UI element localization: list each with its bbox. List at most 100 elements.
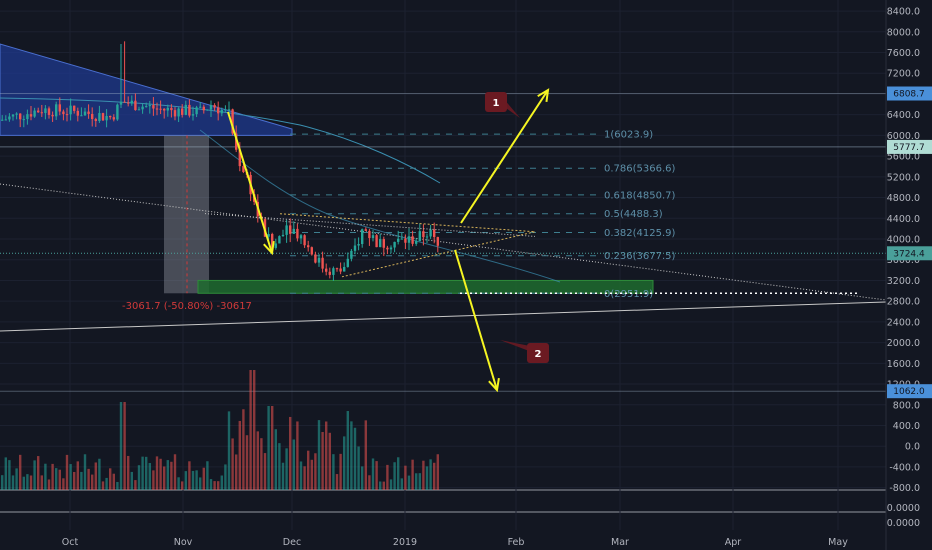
volume-bar	[274, 429, 277, 490]
candle-body	[364, 229, 367, 231]
candle-body	[91, 113, 94, 120]
candle-body	[80, 115, 83, 117]
volume-bar	[296, 421, 299, 490]
volume-bar	[235, 454, 238, 490]
volume-bar	[15, 468, 18, 490]
candle-body	[148, 105, 151, 107]
volume-bar	[134, 480, 137, 490]
price-tag	[887, 139, 932, 154]
volume-bar	[429, 459, 432, 490]
time-tick-label: 2019	[393, 537, 417, 548]
candle-body	[303, 235, 306, 246]
candle-body	[335, 268, 339, 270]
volume-bar	[353, 427, 357, 490]
volume-bar	[87, 468, 90, 490]
candle-body	[386, 247, 389, 250]
price-tick-label: 2000.0	[887, 338, 920, 349]
candle-body	[353, 245, 357, 251]
candle-body	[292, 228, 295, 234]
volume-bar	[91, 474, 94, 490]
candle-body	[346, 258, 349, 267]
forecast-arrowhead	[537, 88, 550, 103]
fib-level-label: 0.236(3677.5)	[604, 251, 676, 262]
volume-bar	[206, 461, 209, 490]
volume-bar	[130, 471, 133, 490]
volume-bar	[397, 457, 400, 490]
price-tag	[887, 86, 932, 101]
price-tick-label: 4400.0	[887, 214, 920, 225]
volume-bar	[152, 470, 155, 490]
volume-bar	[127, 455, 130, 490]
volume-bar	[335, 474, 339, 490]
candle-body	[87, 111, 90, 114]
candle-body	[400, 238, 403, 240]
volume-bar	[51, 463, 54, 490]
moving-average-1	[0, 97, 441, 184]
candle-body	[407, 236, 411, 243]
volume-bar	[184, 471, 187, 490]
candle-body	[382, 239, 385, 248]
volume-bar	[47, 479, 51, 490]
volume-bar	[332, 454, 335, 490]
measurement-label: -3061.7 (-50.80%) -30617	[122, 301, 252, 312]
candle-body	[289, 225, 292, 234]
price-tag-label: 5777.7	[893, 143, 925, 153]
volume-bar	[65, 454, 69, 490]
candle-body	[271, 233, 274, 248]
volume-bar	[433, 462, 436, 490]
candle-body	[137, 109, 141, 111]
forecast-arrow	[460, 89, 549, 224]
fib-level-label: 0.618(4850.7)	[604, 190, 676, 201]
price-tick-label: 3200.0	[887, 276, 920, 287]
volume-bar	[170, 461, 173, 490]
volume-bar	[292, 439, 295, 490]
price-tick-label: 5200.0	[887, 172, 920, 183]
grid	[0, 0, 886, 530]
candle-body	[163, 108, 166, 111]
candle-body	[242, 166, 245, 172]
volume-bar	[58, 469, 61, 490]
volume-bar	[418, 473, 421, 490]
volume-bar	[202, 467, 205, 490]
volume-bar	[299, 461, 303, 490]
volume-bar	[217, 481, 220, 490]
candle-body	[40, 112, 43, 114]
volume-bar	[112, 473, 115, 490]
price-tick-label: 0.0	[905, 442, 920, 453]
volume-bar	[231, 438, 234, 490]
price-axis[interactable]: 8400.08000.07600.07200.06800.06400.06000…	[885, 0, 932, 550]
scenario-badge	[527, 343, 549, 363]
time-tick-label: Nov	[174, 537, 193, 548]
volume-bar	[119, 402, 123, 490]
candle-body	[127, 102, 130, 104]
candle-body	[238, 149, 241, 167]
candle-body	[170, 107, 173, 111]
volume-bar	[188, 461, 191, 490]
volume-bar	[389, 479, 393, 490]
badge-tail	[503, 98, 520, 118]
volume-bar	[1, 475, 4, 490]
candle-body	[404, 238, 407, 243]
candle-body	[393, 241, 396, 248]
volume-bar	[98, 458, 101, 490]
volume-bar	[415, 473, 418, 490]
candle-body	[4, 119, 7, 121]
volume-bar	[339, 453, 342, 490]
volume-bar	[148, 463, 151, 490]
candle-body	[15, 113, 18, 115]
fib-level-label: 1(6023.9)	[604, 130, 653, 141]
candle-body	[350, 250, 353, 259]
price-tag-label: 6808.7	[893, 90, 925, 100]
time-tick-label: Oct	[62, 537, 79, 548]
candle-body	[379, 239, 382, 248]
candle-body	[357, 244, 360, 246]
candle-body	[22, 119, 25, 121]
candle-body	[213, 105, 216, 108]
time-axis[interactable]: Oct Nov Dec 2019 Feb Mar Apr May	[62, 537, 848, 548]
candle-body	[73, 105, 76, 111]
candle-body	[101, 113, 105, 121]
forecast-arrow	[227, 111, 273, 254]
volume-bar	[29, 475, 33, 490]
volume-bar	[238, 420, 241, 490]
